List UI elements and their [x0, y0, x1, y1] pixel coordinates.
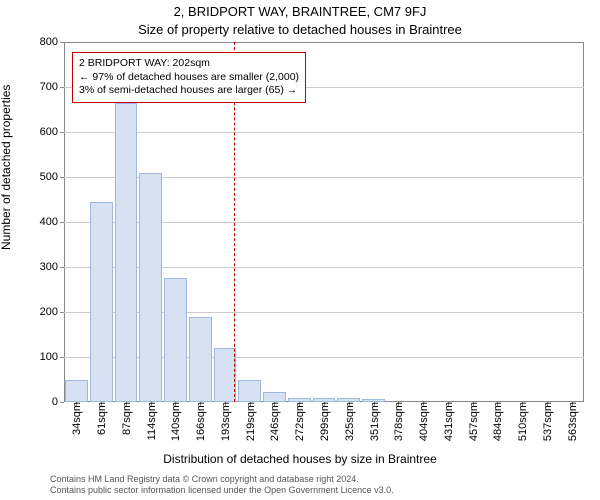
xtick-label: 219sqm — [243, 402, 257, 441]
histogram-bar — [164, 278, 187, 402]
address-title: 2, BRIDPORT WAY, BRAINTREE, CM7 9FJ — [0, 4, 600, 19]
xtick-label: 61sqm — [94, 402, 108, 435]
ytick-label: 500 — [40, 171, 64, 183]
xtick-label: 34sqm — [69, 402, 83, 435]
histogram-bar — [115, 103, 138, 402]
xtick-label: 140sqm — [168, 402, 182, 441]
xtick-label: 537sqm — [540, 402, 554, 441]
histogram-bar — [139, 173, 162, 403]
ytick-label: 700 — [40, 81, 64, 93]
histogram-bar — [90, 202, 113, 402]
annotation-box: 2 BRIDPORT WAY: 202sqm← 97% of detached … — [72, 52, 306, 103]
xtick-label: 431sqm — [441, 402, 455, 441]
ytick-label: 100 — [40, 351, 64, 363]
ytick-label: 0 — [52, 396, 64, 408]
xtick-label: 272sqm — [292, 402, 306, 441]
annotation-line: 2 BRIDPORT WAY: 202sqm — [79, 57, 299, 71]
annotation-line: ← 97% of detached houses are smaller (2,… — [79, 71, 299, 85]
x-axis-label: Distribution of detached houses by size … — [0, 452, 600, 466]
xtick-label: 193sqm — [218, 402, 232, 441]
xtick-label: 299sqm — [317, 402, 331, 441]
xtick-label: 457sqm — [466, 402, 480, 441]
gridline — [64, 132, 584, 133]
histogram-bar — [65, 380, 88, 402]
xtick-label: 378sqm — [391, 402, 405, 441]
plot-area: 010020030040050060070080034sqm61sqm87sqm… — [64, 42, 584, 402]
histogram-bar — [189, 317, 212, 403]
attribution-line-2: Contains public sector information licen… — [50, 485, 394, 496]
xtick-label: 351sqm — [367, 402, 381, 441]
histogram-bar — [263, 392, 286, 402]
xtick-label: 87sqm — [119, 402, 133, 435]
histogram-bar — [238, 380, 261, 402]
xtick-label: 510sqm — [515, 402, 529, 441]
xtick-label: 166sqm — [193, 402, 207, 441]
chart-title: Size of property relative to detached ho… — [0, 22, 600, 37]
ytick-label: 300 — [40, 261, 64, 273]
ytick-label: 800 — [40, 36, 64, 48]
xtick-label: 404sqm — [416, 402, 430, 441]
xtick-label: 246sqm — [267, 402, 281, 441]
ytick-label: 400 — [40, 216, 64, 228]
attribution-text: Contains HM Land Registry data © Crown c… — [50, 474, 394, 496]
xtick-label: 114sqm — [144, 402, 158, 440]
y-axis-label: Number of detached properties — [0, 85, 13, 250]
xtick-label: 563sqm — [565, 402, 579, 441]
ytick-label: 600 — [40, 126, 64, 138]
xtick-label: 484sqm — [490, 402, 504, 441]
annotation-line: 3% of semi-detached houses are larger (6… — [79, 84, 299, 98]
xtick-label: 325sqm — [342, 402, 356, 441]
attribution-line-1: Contains HM Land Registry data © Crown c… — [50, 474, 394, 485]
ytick-label: 200 — [40, 306, 64, 318]
